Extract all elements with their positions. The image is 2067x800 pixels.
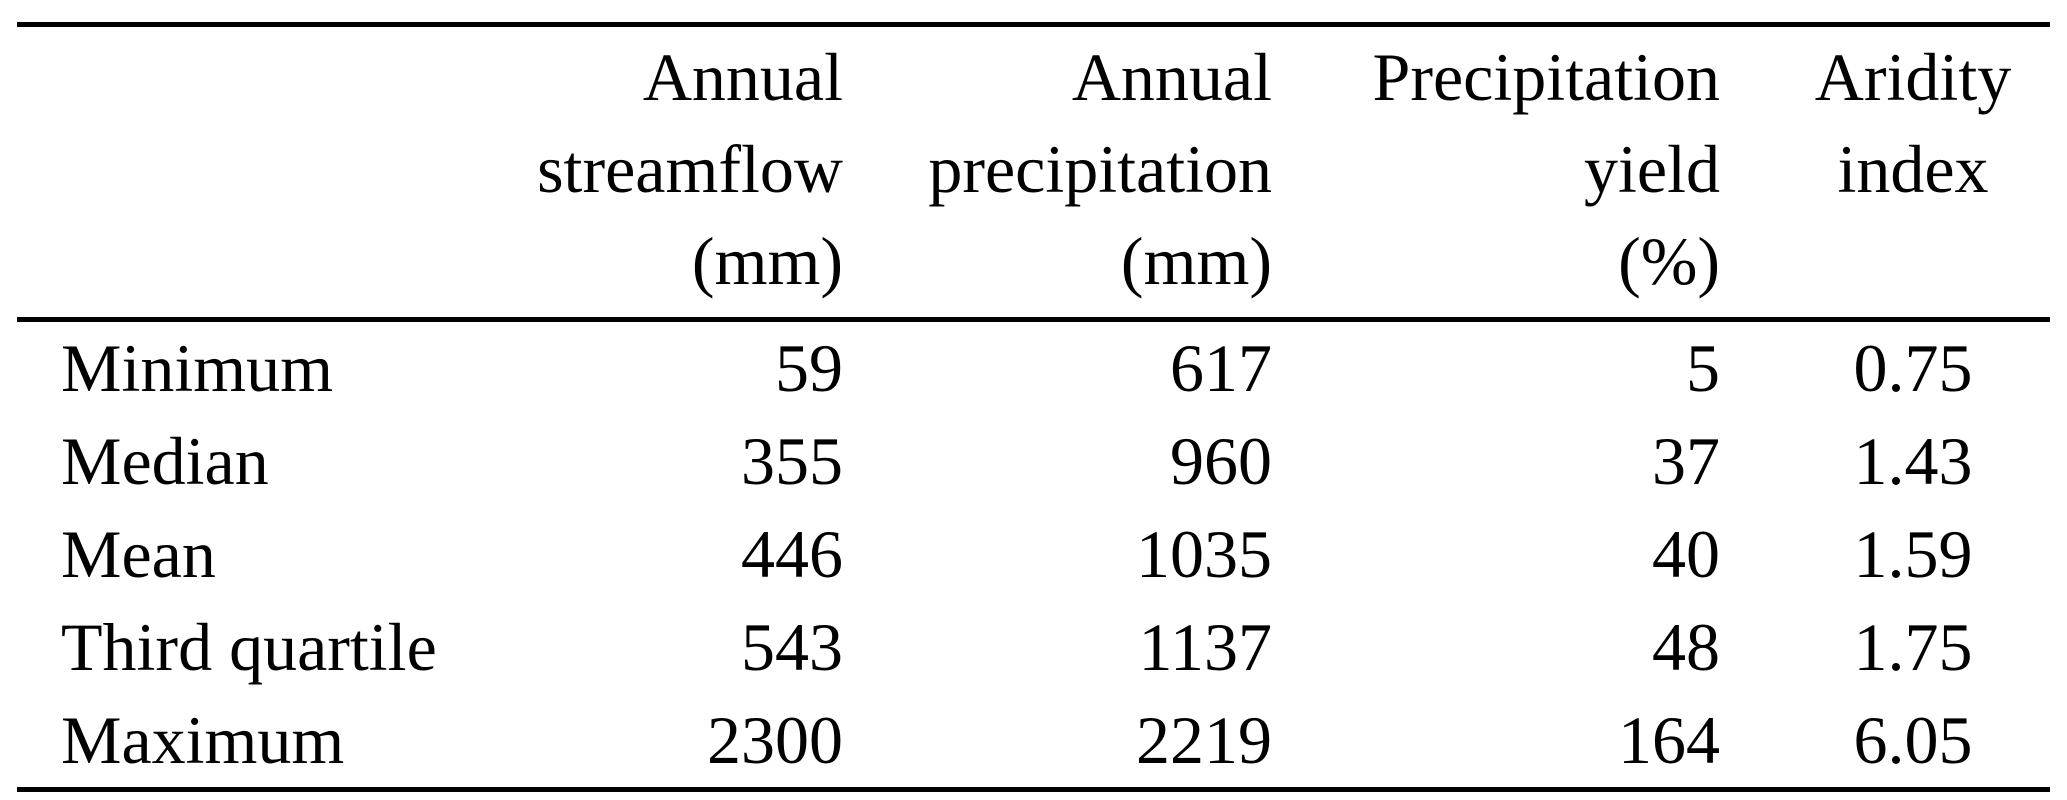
cell-yield: 5 [1686,330,1720,406]
cell-streamflow: 2300 [707,702,843,778]
header-precipitation-yield: Precipitation yield (%) [1272,25,1720,320]
row-label-minimum: Minimum [61,330,334,406]
cell-aridity: 1.75 [1853,609,1973,685]
row-label-mean: Mean [61,516,216,592]
table-row: Maximum 2300 2219 164 6.05 [17,694,2050,790]
cell-yield: 40 [1652,516,1720,592]
table-row: Third quartile 543 1137 48 1.75 [17,601,2050,694]
header-annual-precipitation: Annual precipitation (mm) [843,25,1272,320]
cell-precipitation: 1035 [1136,516,1272,592]
cell-precipitation: 2219 [1136,702,1272,778]
header-line: Aridity [1814,39,2012,115]
header-line: (mm) [691,223,843,299]
header-line: index [1837,131,1989,207]
header-line: Annual [642,39,843,115]
header-line: streamflow [537,131,843,207]
table-row: Median 355 960 37 1.43 [17,415,2050,508]
table-row: Mean 446 1035 40 1.59 [17,508,2050,601]
cell-aridity: 6.05 [1853,702,1973,778]
row-label-median: Median [61,423,269,499]
header-line: (%) [1618,223,1720,299]
cell-aridity: 1.43 [1853,423,1973,499]
header-row-label-column [17,25,517,320]
row-label-maximum: Maximum [61,702,345,778]
cell-yield: 48 [1652,609,1720,685]
header-aridity-index: Aridity index [1720,25,2050,320]
cell-streamflow: 446 [741,516,843,592]
cell-aridity: 1.59 [1853,516,1973,592]
header-line: precipitation [928,131,1272,207]
header-row: Annual streamflow (mm) Annual precipitat… [17,25,2050,320]
cell-precipitation: 617 [1170,330,1272,406]
table-body: Minimum 59 617 5 0.75 Median 355 960 37 … [17,320,2050,790]
cell-aridity: 0.75 [1853,330,1973,406]
table-header: Annual streamflow (mm) Annual precipitat… [17,25,2050,320]
statistics-summary-table: Annual streamflow (mm) Annual precipitat… [17,22,2050,792]
header-line: yield [1584,131,1720,207]
cell-streamflow: 355 [741,423,843,499]
cell-precipitation: 1137 [1138,609,1272,685]
header-annual-streamflow: Annual streamflow (mm) [517,25,843,320]
cell-yield: 37 [1652,423,1720,499]
row-label-third-quartile: Third quartile [61,609,437,685]
header-line: Precipitation [1372,39,1720,115]
cell-yield: 164 [1618,702,1720,778]
table-row: Minimum 59 617 5 0.75 [17,320,2050,416]
cell-streamflow: 59 [775,330,843,406]
header-line: (mm) [1120,223,1272,299]
header-line: Annual [1071,39,1272,115]
cell-streamflow: 543 [741,609,843,685]
cell-precipitation: 960 [1170,423,1272,499]
